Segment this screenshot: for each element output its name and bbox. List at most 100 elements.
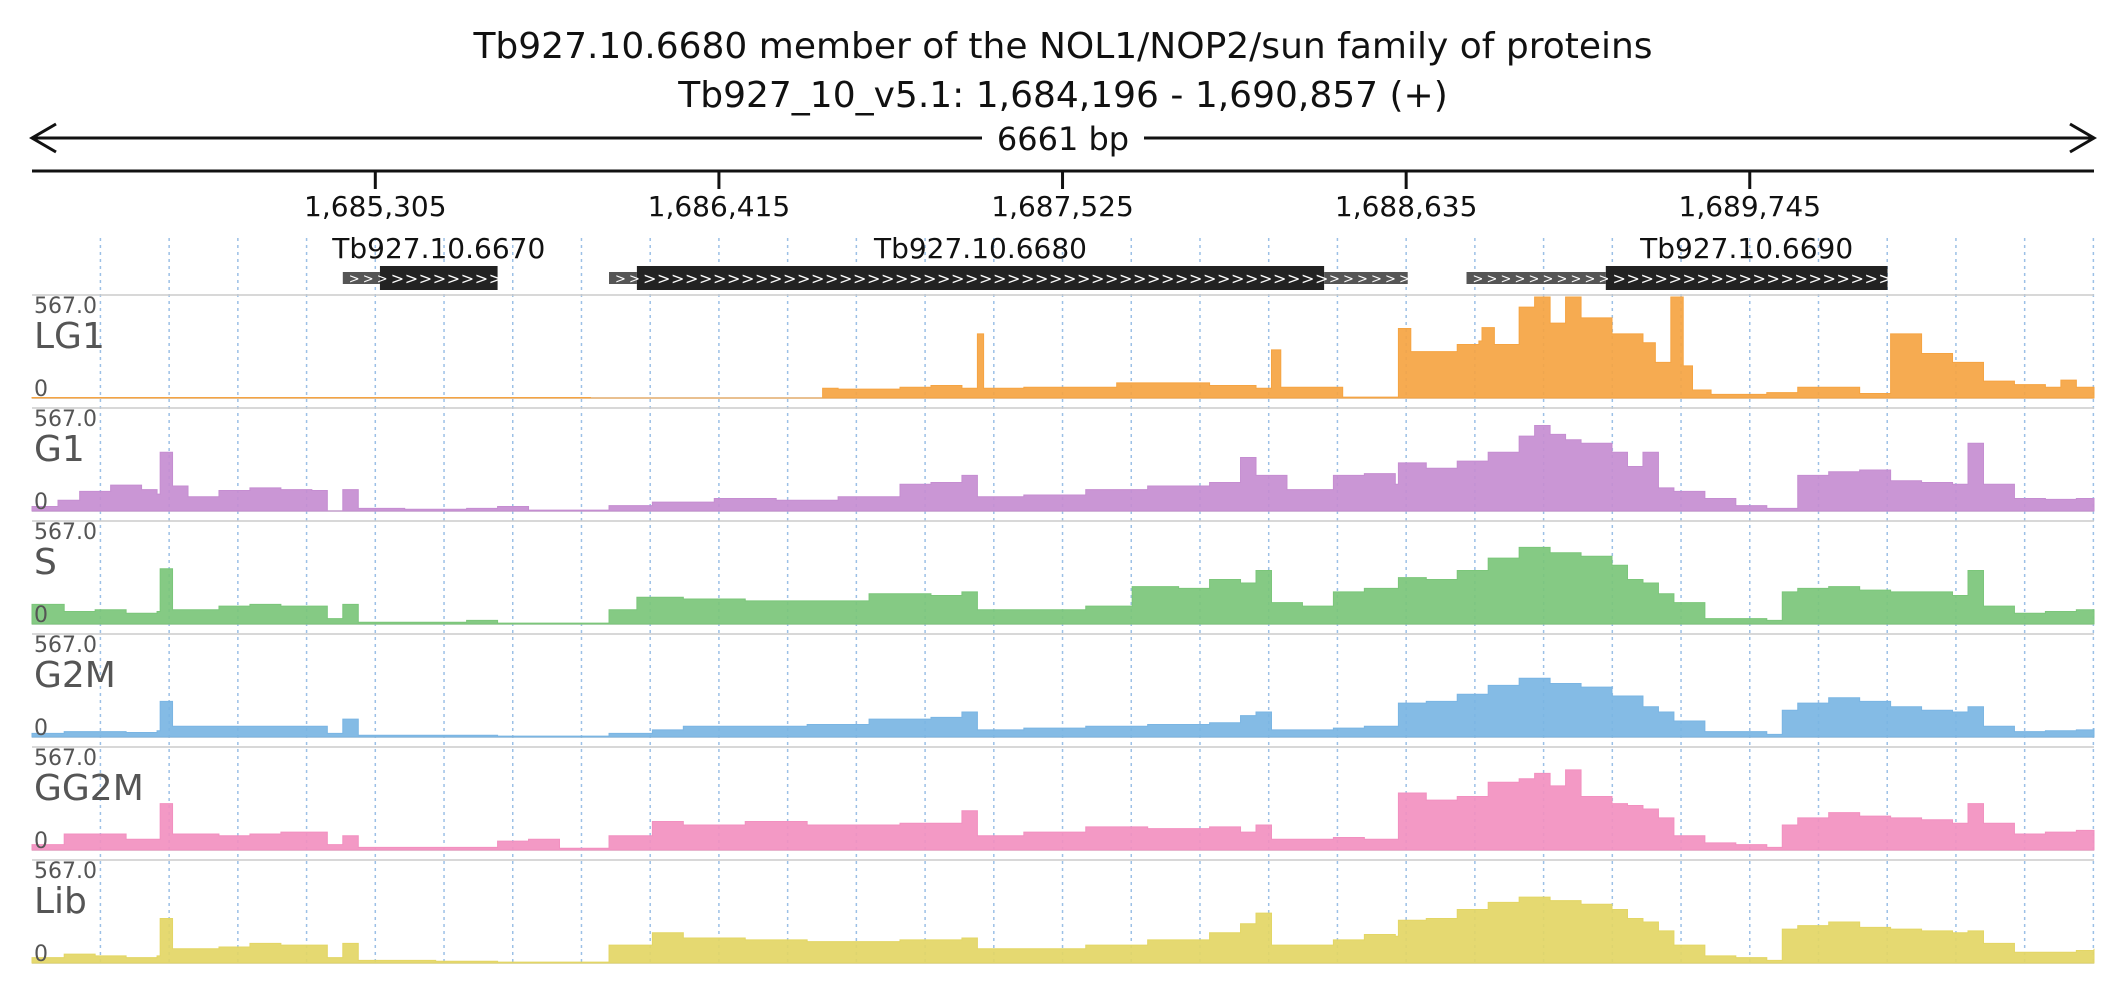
- track-scale-top-5: 567.0: [34, 859, 97, 884]
- gene-strand-chevron-1-8: >: [727, 269, 740, 288]
- gene-strand-chevron-2-1: >: [1487, 272, 1498, 287]
- track-scale-bottom-5: 0: [34, 942, 48, 967]
- tick-label-0: 1,685,305: [304, 190, 447, 223]
- gene-strand-chevron-2-8: >: [1585, 272, 1596, 287]
- gene-label-1: Tb927.10.6680: [873, 232, 1087, 265]
- gene-strand-chevron-1-55: >: [1385, 272, 1396, 287]
- gene-strand-chevron-1-9: >: [741, 269, 754, 288]
- gene-strand-chevron-0-2: >: [377, 272, 388, 287]
- gene-strand-chevron-0-5: >: [419, 269, 432, 288]
- span-arrow-right-head: [2069, 122, 2097, 154]
- coverage-area-lg1: [31, 296, 2095, 399]
- gene-strand-chevron-1-35: >: [1105, 269, 1118, 288]
- gene-strand-chevron-2-20: >: [1753, 269, 1766, 288]
- gene-strand-chevron-1-3: >: [657, 269, 670, 288]
- gene-cds-1: [636, 266, 1325, 290]
- gene-strand-chevron-1-27: >: [993, 269, 1006, 288]
- gene-strand-chevron-2-18: >: [1725, 269, 1738, 288]
- gene-strand-chevron-1-44: >: [1231, 269, 1244, 288]
- track-name-g2m: G2M: [34, 655, 116, 696]
- track-scale-bottom-2: 0: [34, 603, 48, 628]
- gene-strand-chevron-2-27: >: [1851, 269, 1864, 288]
- gene-strand-chevron-2-29: >: [1879, 269, 1892, 288]
- coverage-area-g1: [31, 424, 2095, 512]
- gene-strand-chevron-0-6: >: [433, 269, 446, 288]
- gene-strand-chevron-1-4: >: [671, 269, 684, 288]
- track-scale-bottom-4: 0: [34, 829, 48, 854]
- gene-utr5-2: [1466, 272, 1606, 284]
- gene-strand-chevron-2-15: >: [1683, 269, 1696, 288]
- gene-strand-chevron-1-13: >: [797, 269, 810, 288]
- coverage-area-s: [31, 546, 2095, 625]
- gene-1: > > > > > > > > > > > > > > > > > > > > > > > > > > > > > > > > > > > > > > > >…: [609, 232, 1410, 290]
- gene-strand-chevron-2-6: >: [1557, 272, 1568, 287]
- gene-cds-0: [379, 266, 498, 290]
- gene-strand-chevron-2-11: >: [1627, 269, 1640, 288]
- coverage-area-gg2m: [31, 769, 2095, 851]
- gene-strand-chevron-1-21: >: [909, 269, 922, 288]
- gene-strand-chevron-0-9: >: [475, 269, 488, 288]
- gene-strand-chevron-1-15: >: [825, 269, 838, 288]
- gene-strand-chevron-2-14: >: [1669, 269, 1682, 288]
- gene-strand-chevron-1-18: >: [867, 269, 880, 288]
- gene-strand-chevron-1-49: >: [1301, 269, 1314, 288]
- gene-strand-chevron-1-40: >: [1175, 269, 1188, 288]
- track-name-g1: G1: [34, 429, 85, 470]
- gene-strand-chevron-2-21: >: [1767, 269, 1780, 288]
- gene-strand-chevron-1-16: >: [839, 269, 852, 288]
- track-name-lg1: LG1: [34, 316, 105, 357]
- gene-strand-chevron-1-47: >: [1273, 269, 1286, 288]
- gene-strand-chevron-1-5: >: [685, 269, 698, 288]
- gene-strand-chevron-0-7: >: [447, 269, 460, 288]
- tick-label-2: 1,687,525: [991, 190, 1134, 223]
- gene-cds-2: [1605, 266, 1888, 290]
- gene-strand-chevron-0-8: >: [461, 269, 474, 288]
- track-gg2m: 567.0 0 GG2M: [31, 746, 2095, 854]
- gene-strand-chevron-1-14: >: [811, 269, 824, 288]
- track-scale-bottom-0: 0: [34, 377, 48, 402]
- gene-strand-chevron-1-43: >: [1217, 269, 1230, 288]
- chart-subtitle: Tb927_10_v5.1: 1,684,196 - 1,690,857 (+): [677, 75, 1448, 116]
- gene-strand-chevron-1-34: >: [1091, 269, 1104, 288]
- gene-strand-chevron-1-31: >: [1049, 269, 1062, 288]
- gene-strand-chevron-0-0: >: [349, 272, 360, 287]
- tick-label-3: 1,688,635: [1335, 190, 1478, 223]
- span-label: 6661 bp: [997, 120, 1129, 158]
- gene-strand-chevron-2-17: >: [1711, 269, 1724, 288]
- gene-strand-chevron-2-28: >: [1865, 269, 1878, 288]
- gene-strand-chevron-1-51: >: [1329, 272, 1340, 287]
- coverage-area-g2m: [31, 677, 2095, 738]
- gene-strand-chevron-1-41: >: [1189, 269, 1202, 288]
- gene-strand-chevron-2-23: >: [1795, 269, 1808, 288]
- track-name-gg2m: GG2M: [34, 768, 144, 809]
- track-scale-bottom-3: 0: [34, 716, 48, 741]
- tick-label-1: 1,686,415: [648, 190, 791, 223]
- gene-label-0: Tb927.10.6670: [331, 232, 545, 265]
- gene-utr5-0: [342, 272, 380, 284]
- chart-title: Tb927.10.6680 member of the NOL1/NOP2/su…: [472, 26, 1652, 67]
- span-arrow-left-head: [29, 122, 57, 154]
- gene-strand-chevron-2-22: >: [1781, 269, 1794, 288]
- gene-strand-chevron-1-48: >: [1287, 269, 1300, 288]
- gene-strand-chevron-1-12: >: [783, 269, 796, 288]
- track-scale-top-0: 567.0: [34, 294, 97, 319]
- gene-strand-chevron-2-16: >: [1697, 269, 1710, 288]
- axis-ticks: 1,685,305 1,686,415 1,687,525 1,688,635 1,68…: [304, 171, 1821, 223]
- gene-strand-chevron-1-50: >: [1315, 269, 1328, 288]
- gene-strand-chevron-1-19: >: [881, 269, 894, 288]
- gene-track: > > > > > > > > > > >Tb927.10.6670> > > > > > > > > > > > > > > >…: [331, 232, 1892, 290]
- track-lib: 567.0 0 Lib: [31, 859, 2095, 967]
- track-scale-top-1: 567.0: [34, 407, 97, 432]
- gene-strand-chevron-2-7: >: [1571, 272, 1582, 287]
- track-name-s: S: [34, 542, 57, 583]
- gene-strand-chevron-1-26: >: [979, 269, 992, 288]
- span-arrow: 6661 bp: [29, 120, 2097, 158]
- gene-strand-chevron-2-2: >: [1501, 272, 1512, 287]
- gene-strand-chevron-0-1: >: [363, 272, 374, 287]
- gene-label-2: Tb927.10.6690: [1639, 232, 1853, 265]
- gene-strand-chevron-1-29: >: [1021, 269, 1034, 288]
- gene-strand-chevron-0-3: >: [391, 269, 404, 288]
- track-scale-top-3: 567.0: [34, 633, 97, 658]
- track-lg1: 567.0 0 LG1: [31, 294, 2095, 402]
